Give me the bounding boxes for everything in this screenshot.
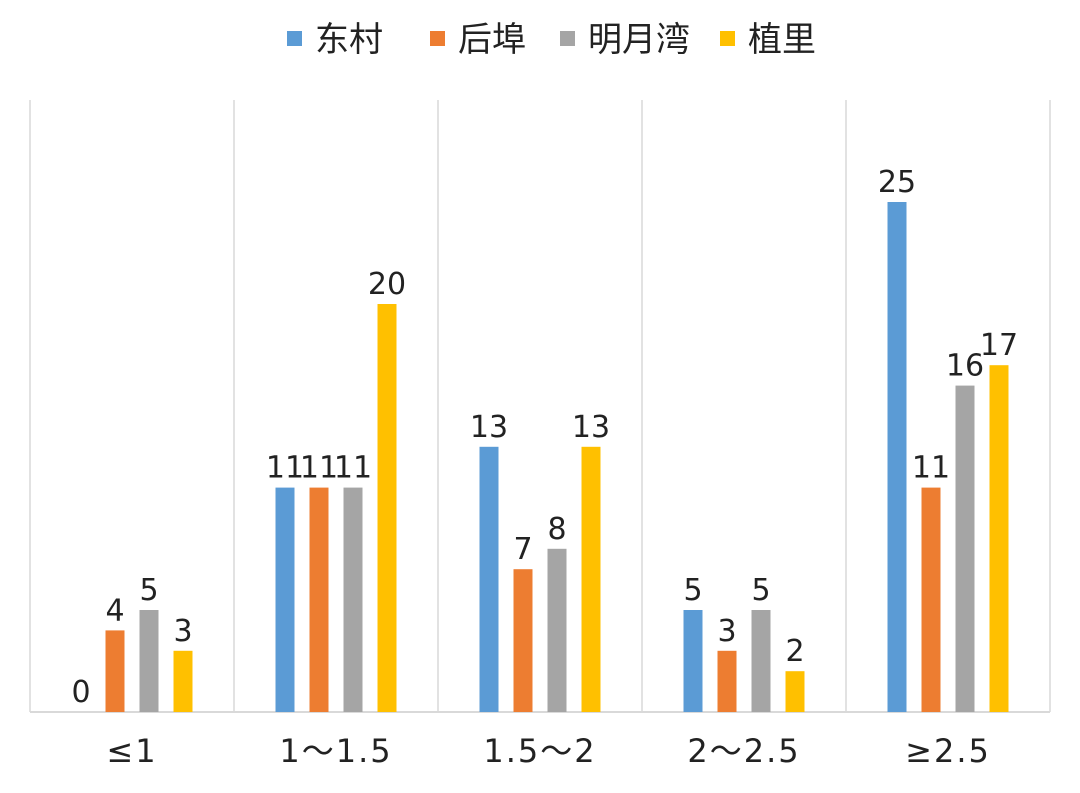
data-label: 5 — [683, 573, 702, 608]
bar — [343, 487, 363, 712]
data-label: 2 — [785, 634, 804, 669]
data-label: 0 — [71, 675, 90, 710]
data-label: 8 — [547, 512, 566, 547]
category-separators — [29, 100, 1051, 712]
data-label: 3 — [717, 614, 736, 649]
bars — [105, 202, 1009, 712]
x-tick-labels: ≤1 1～1.5 1.5～2 2～2.5 ≥2.5 — [106, 732, 991, 770]
x-tick-label: 2～2.5 — [687, 732, 800, 770]
data-label: 4 — [105, 593, 124, 628]
x-tick-label: 1.5～2 — [483, 732, 596, 770]
legend-swatch — [430, 31, 445, 46]
data-label: 20 — [368, 267, 406, 302]
bar — [377, 304, 397, 712]
bar — [887, 202, 907, 712]
bar — [581, 446, 601, 712]
data-label: 13 — [572, 410, 610, 445]
bar — [547, 548, 567, 712]
x-tick-label: ≥2.5 — [905, 732, 991, 770]
bar — [751, 610, 771, 712]
bar — [989, 365, 1009, 712]
bar — [717, 650, 737, 712]
legend-swatch — [287, 31, 302, 46]
bar — [921, 487, 941, 712]
legend-label: 明月湾 — [588, 20, 690, 60]
legend-label: 东村 — [315, 20, 383, 60]
data-label: 5 — [751, 573, 770, 608]
data-label: 13 — [470, 410, 508, 445]
data-label: 11 — [334, 451, 372, 486]
bar — [275, 487, 295, 712]
bar — [105, 630, 125, 712]
data-label: 5 — [139, 573, 158, 608]
bar — [173, 650, 193, 712]
data-label: 11 — [266, 451, 304, 486]
x-tick-label: ≤1 — [106, 732, 157, 770]
data-label: 11 — [912, 451, 950, 486]
data-label: 25 — [878, 165, 916, 200]
data-label: 16 — [946, 349, 984, 384]
legend-swatch — [720, 31, 735, 46]
data-label: 3 — [173, 614, 192, 649]
bar — [955, 385, 975, 712]
bar — [683, 610, 703, 712]
legend-swatch — [560, 31, 575, 46]
bar — [139, 610, 159, 712]
x-tick-label: 1～1.5 — [279, 732, 392, 770]
legend: 东村 后埠 明月湾 植里 — [287, 20, 816, 60]
bar — [309, 487, 329, 712]
legend-label: 后埠 — [458, 20, 526, 60]
bar — [785, 671, 805, 712]
bar — [513, 569, 533, 712]
data-label: 17 — [980, 328, 1018, 363]
bar — [479, 446, 499, 712]
data-label: 11 — [300, 451, 338, 486]
data-label: 7 — [513, 532, 532, 567]
legend-label: 植里 — [748, 20, 816, 60]
